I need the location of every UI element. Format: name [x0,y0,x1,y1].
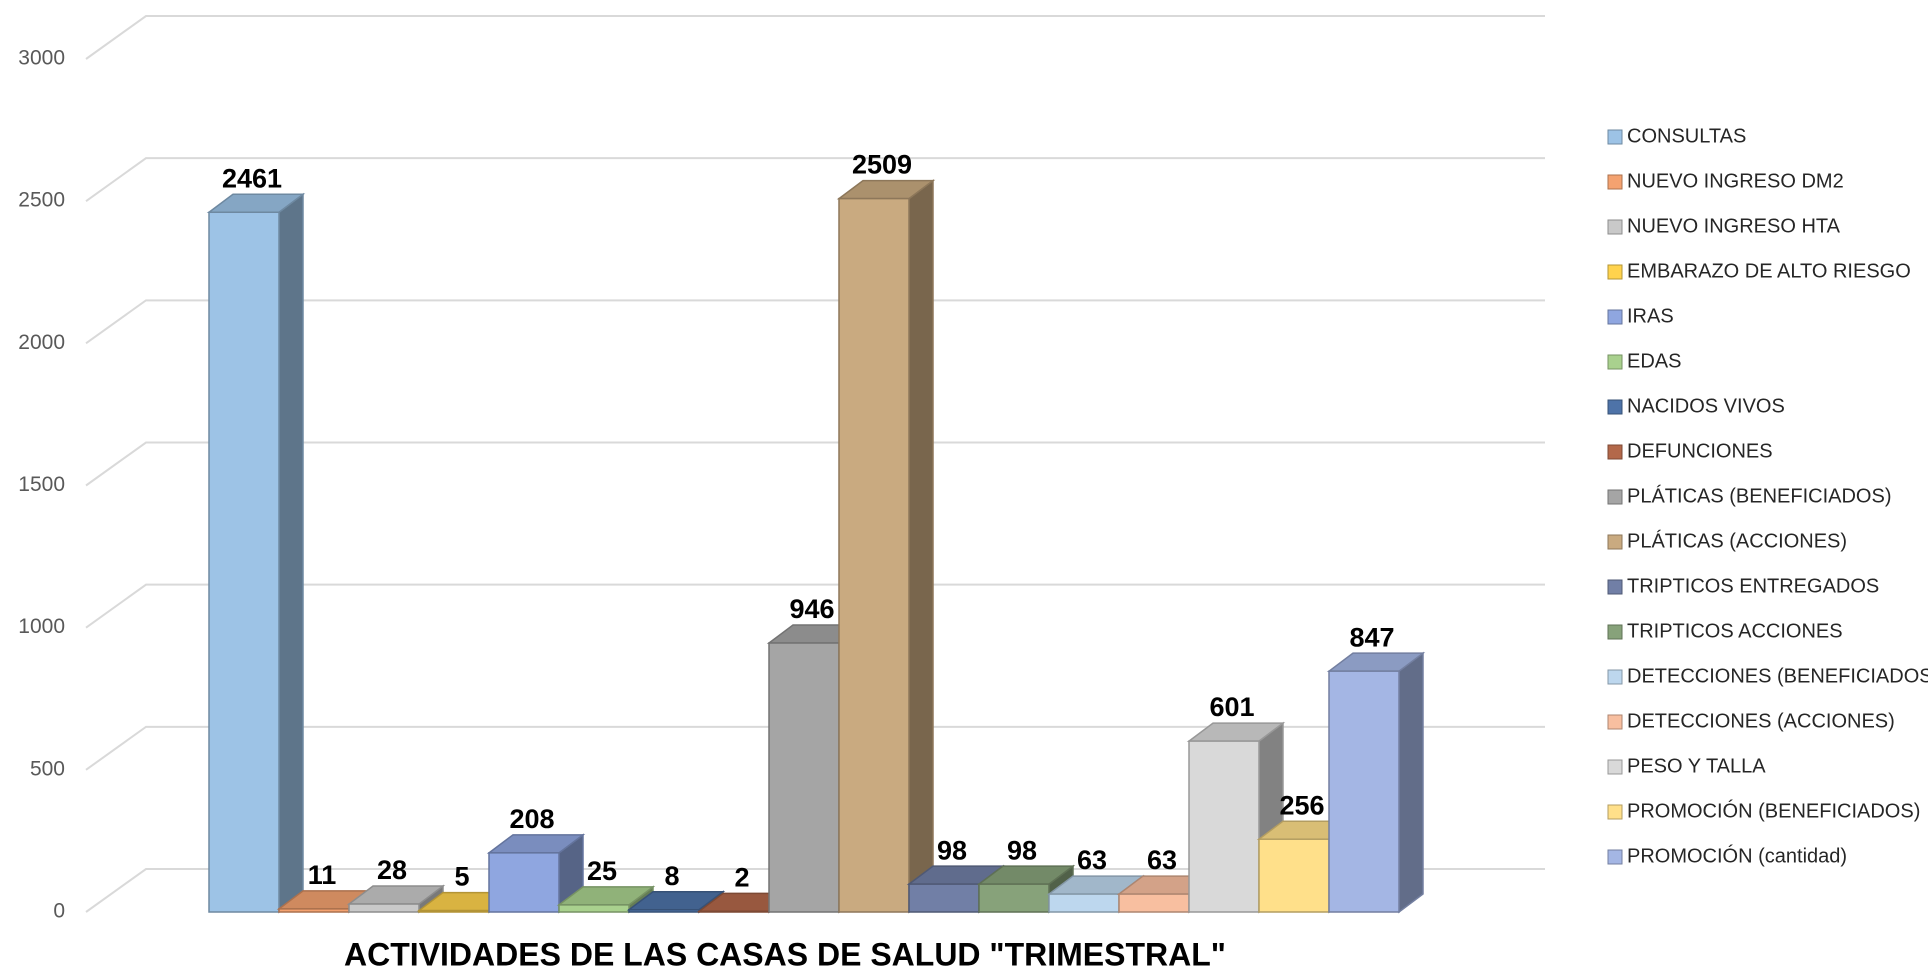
bar [1258,838,1330,913]
legend-label: CONSULTAS [1627,125,1746,147]
data-label: 28 [377,855,407,885]
y-tick-label: 2500 [18,189,65,212]
legend-label: DETECCIONES (BENEFICIADOS) [1627,665,1928,687]
legend-label: NUEVO INGRESO DM2 [1627,170,1844,192]
legend-swatch [1607,534,1623,550]
category-label: ACTIVIDADES DE LAS CASAS DE SALUD "TRIME… [344,936,1226,972]
data-label: 8 [664,861,679,891]
legend-swatch [1607,804,1623,820]
data-label: 601 [1209,692,1254,722]
legend-label: PLÁTICAS (BENEFICIADOS) [1627,484,1892,507]
data-label: 63 [1077,845,1107,875]
data-label: 63 [1147,845,1177,875]
legend-label: DETECCIONES (ACCIONES) [1627,710,1895,732]
data-label: 25 [587,856,617,886]
legend-label: DEFUNCIONES [1627,440,1773,462]
grid-line [85,441,1545,487]
legend-label: PROMOCIÓN (cantidad) [1627,844,1847,867]
legend-swatch [1607,444,1623,460]
grid-line [85,299,1545,345]
legend-swatch [1607,849,1623,865]
y-tick-label: 1000 [18,615,65,638]
data-label: 208 [509,804,554,834]
legend-swatch [1607,399,1623,415]
data-label: 256 [1279,790,1324,820]
legend-label: NUEVO INGRESO HTA [1627,215,1841,237]
legend-swatch [1607,219,1623,235]
bar [1048,893,1120,913]
bar [418,909,490,913]
data-label: 847 [1349,622,1394,652]
data-label: 98 [1007,835,1037,865]
bar [768,642,840,913]
bar [1188,740,1260,913]
data-label: 5 [454,862,469,892]
bar [908,883,980,913]
bar [558,904,630,913]
y-tick-label: 3000 [18,47,65,70]
bar [348,903,420,913]
legend-label: EMBARAZO DE ALTO RIESGO [1627,260,1911,282]
y-tick-label: 2000 [18,331,65,354]
legend-swatch [1607,264,1623,280]
data-label: 98 [937,835,967,865]
legend-label: IRAS [1627,305,1674,327]
grid-line [85,725,1545,771]
legend-swatch [1607,489,1623,505]
bar [1118,893,1190,913]
legend-label: TRIPTICOS ENTREGADOS [1627,575,1879,597]
bar-side [278,192,304,914]
y-tick-label: 1500 [18,473,65,496]
data-label: 2 [734,863,749,893]
legend-label: NACIDOS VIVOS [1627,395,1785,417]
bar [628,908,700,913]
legend-label: PLÁTICAS (ACCIONES) [1627,529,1847,552]
legend-swatch [1607,354,1623,370]
legend-swatch [1607,129,1623,145]
grid-line [85,868,1545,913]
grid-line [85,157,1545,202]
bar [278,908,350,913]
data-label: 2509 [852,150,912,180]
data-label: 2461 [222,163,282,193]
bar-side [908,179,934,914]
legend-swatch [1607,759,1623,775]
legend-swatch [1607,579,1623,595]
legend-swatch [1607,669,1623,685]
bar [838,197,910,913]
bar-side [1398,651,1424,914]
legend-label: TRIPTICOS ACCIONES [1627,620,1843,642]
legend-swatch [1607,174,1623,190]
grid-line [85,583,1545,629]
y-tick-label: 500 [30,757,65,780]
bar [698,910,770,913]
data-label: 946 [789,594,834,624]
bar [208,211,280,913]
legend-label: PESO Y TALLA [1627,755,1766,777]
legend-label: EDAS [1627,350,1681,372]
legend-swatch [1607,714,1623,730]
bar [488,852,560,913]
data-label: 11 [308,860,337,890]
y-tick-label: 0 [53,900,65,923]
grid-line [85,15,1545,60]
bar [978,883,1050,913]
legend-label: PROMOCIÓN (BENEFICIADOS) [1627,799,1920,822]
legend-swatch [1607,309,1623,325]
bar [1328,670,1400,913]
legend-swatch [1607,624,1623,640]
